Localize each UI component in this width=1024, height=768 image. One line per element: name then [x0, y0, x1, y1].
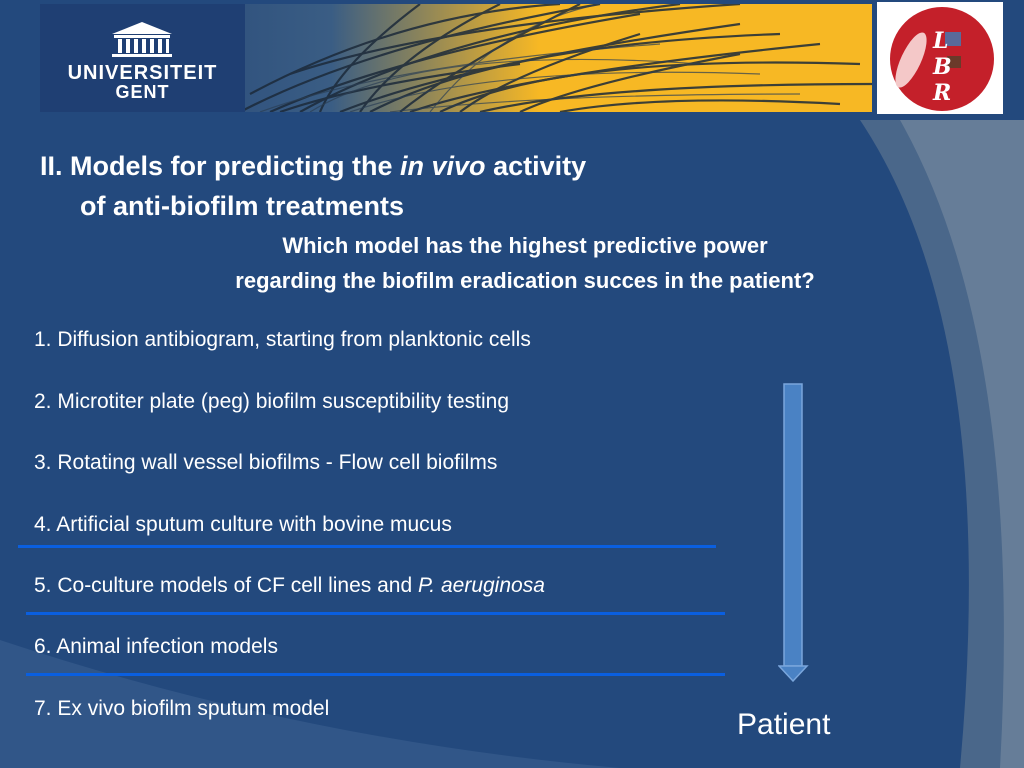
- lbr-logo: L B R: [877, 2, 1003, 114]
- lbr-letter-b: B: [933, 54, 952, 80]
- list-item-5-italic: P. aeruginosa: [418, 574, 545, 597]
- subtitle-line-2: regarding the biofilm eradication succes…: [235, 268, 815, 293]
- patient-label: Patient: [737, 708, 831, 741]
- ugent-logo: UNIVERSITEIT GENT: [40, 4, 245, 112]
- title-line1-italic: in vivo: [400, 151, 486, 181]
- title-line1-suffix: activity: [485, 151, 587, 181]
- slide-title: II. Models for predicting the in vivo ac…: [40, 146, 800, 226]
- ugent-logo-line2: GENT: [115, 82, 170, 102]
- separator-line: [26, 612, 725, 615]
- list-item: 7. Ex vivo biofilm sputum model: [34, 697, 330, 720]
- list-item: 6. Animal infection models: [34, 635, 278, 658]
- title-line-1: II. Models for predicting the in vivo ac…: [40, 146, 800, 186]
- list-item: 1. Diffusion antibiogram, starting from …: [34, 328, 531, 351]
- ugent-logo-line1: UNIVERSITEIT: [67, 62, 218, 84]
- list-item: 2. Microtiter plate (peg) biofilm suscep…: [34, 390, 510, 413]
- lbr-emblem-icon: [890, 7, 994, 111]
- separator-line: [18, 545, 716, 548]
- separator-line: [26, 673, 725, 676]
- list-item: 5. Co-culture models of CF cell lines an…: [34, 572, 545, 600]
- subtitle-line-1: Which model has the highest predictive p…: [282, 233, 768, 258]
- slide-subtitle: Which model has the highest predictive p…: [130, 228, 920, 298]
- lbr-letter-l: L: [933, 28, 949, 54]
- title-line1-prefix: II. Models for predicting the: [40, 151, 401, 181]
- list-item: 3. Rotating wall vessel biofilms - Flow …: [34, 451, 498, 474]
- temple-icon: [112, 22, 172, 57]
- list-item: 4. Artificial sputum culture with bovine…: [34, 513, 452, 536]
- title-line-2: of anti-biofilm treatments: [80, 191, 405, 221]
- list-item-5-text: 5. Co-culture models of CF cell lines an…: [34, 574, 418, 597]
- down-arrow-icon: [778, 383, 809, 682]
- lbr-letter-r: R: [933, 80, 952, 106]
